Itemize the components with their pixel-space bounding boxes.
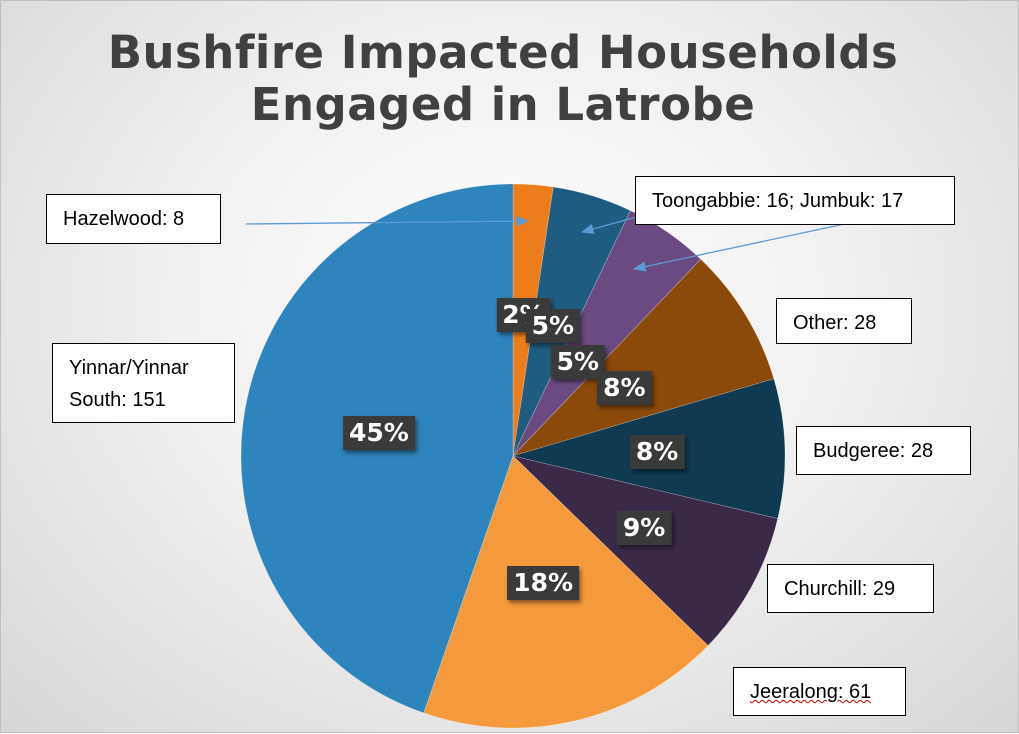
pct-label-yinnar-yinnar-south: 45% [342, 416, 415, 451]
callout-yinnar: Yinnar/Yinnar South: 151 [52, 343, 235, 423]
leader-line-hazelwood [245, 215, 530, 227]
callout-yinnar-line-1: Yinnar/Yinnar [69, 357, 189, 379]
pie-slice-other [512, 258, 775, 457]
pct-label-toongabbie: 5% [525, 309, 581, 343]
leader-line-jumbuk [632, 222, 850, 272]
pie-slice-jumbuk [512, 210, 702, 457]
callout-yinnar-line-2: South: 151 [69, 389, 166, 411]
callout-other: Other: 28 [776, 298, 912, 344]
pct-label-other: 8% [597, 370, 652, 405]
pct-label-jumbuk: 5% [550, 345, 606, 379]
callout-jeeralong-text: Jeeralong: 61 [750, 681, 872, 703]
callout-churchill: Churchill: 29 [767, 564, 934, 613]
pie-slice-churchill [512, 455, 779, 647]
pct-label-budgeree: 8% [629, 435, 685, 469]
callout-jeeralong: Jeeralong: 61 [733, 667, 906, 716]
callout-hazelwood: Hazelwood: 8 [46, 194, 221, 244]
chart-title-line-1: Bushfire Impacted Households [107, 26, 899, 79]
chart-title: Bushfire Impacted Households Engaged in … [1, 27, 1005, 131]
pct-label-jeeralong: 18% [507, 566, 580, 601]
pct-label-churchill: 9% [616, 511, 672, 545]
chart-title-line-2: Engaged in Latrobe [250, 78, 756, 131]
callout-budgeree: Budgeree: 28 [796, 426, 971, 475]
callout-toongabbie-jumbuk: Toongabbie: 16; Jumbuk: 17 [635, 176, 955, 225]
